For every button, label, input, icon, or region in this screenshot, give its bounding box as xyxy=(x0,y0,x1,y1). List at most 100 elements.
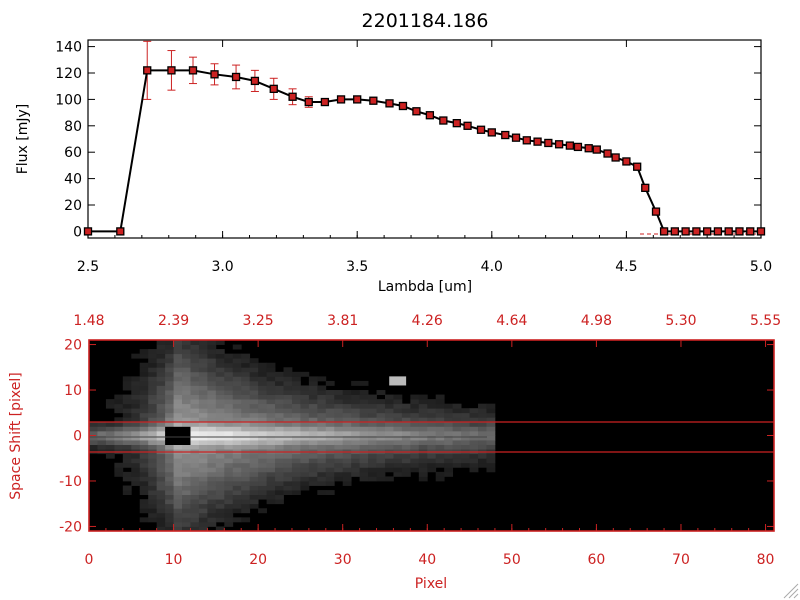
image-cell xyxy=(401,421,411,427)
image-cell xyxy=(224,471,234,477)
image-cell xyxy=(461,453,470,459)
flux-point xyxy=(641,183,650,192)
image-cell xyxy=(325,399,335,405)
flux-point xyxy=(603,149,612,158)
image-cell xyxy=(165,412,174,418)
image-cell xyxy=(182,499,191,505)
image-cell xyxy=(224,353,234,359)
resize-grip-icon[interactable] xyxy=(783,583,799,599)
image-cell xyxy=(266,471,276,477)
image-cell xyxy=(198,358,208,364)
image-cell xyxy=(283,399,293,405)
image-cell xyxy=(224,412,234,418)
image-cell xyxy=(224,426,234,432)
flux-point xyxy=(544,138,553,148)
image-cell xyxy=(131,480,141,486)
image-cell xyxy=(131,412,141,418)
image-cell xyxy=(334,394,344,400)
flux-point xyxy=(369,96,378,105)
image-cell xyxy=(182,494,191,500)
image-cell xyxy=(266,476,276,482)
image-cell xyxy=(486,412,496,418)
image-cell xyxy=(148,353,158,359)
image-cell xyxy=(427,399,437,405)
image-cell xyxy=(283,380,293,386)
image-cell xyxy=(275,417,284,423)
image-cell xyxy=(258,458,267,464)
image-cell xyxy=(393,417,403,423)
image-cell xyxy=(215,371,225,377)
image-cell xyxy=(300,480,310,486)
image-cell xyxy=(114,471,124,477)
pixel-x-axis: 0 10 20 30 40 50 60 70 80 xyxy=(85,524,774,568)
image-cell xyxy=(232,380,242,386)
image-cell xyxy=(190,380,200,386)
image-cell xyxy=(165,344,174,350)
image-cell xyxy=(300,440,310,445)
image-cell xyxy=(427,462,437,468)
image-cell xyxy=(393,426,403,432)
image-cell xyxy=(486,408,496,414)
flux-point xyxy=(425,111,435,120)
image-cell xyxy=(266,412,276,418)
image-cell xyxy=(435,430,445,436)
image-cell xyxy=(165,467,174,473)
image-cell xyxy=(156,385,166,391)
image-cell xyxy=(198,508,208,514)
image-cell xyxy=(198,421,208,427)
image-cell xyxy=(114,417,124,423)
image-cell xyxy=(325,467,335,473)
image-cell xyxy=(190,471,200,477)
flux-point xyxy=(167,66,176,75)
image-cell xyxy=(308,390,318,395)
image-cell xyxy=(427,467,437,473)
image-cell xyxy=(359,462,369,468)
image-cell xyxy=(359,408,369,414)
image-cell xyxy=(266,494,276,500)
image-cell xyxy=(139,376,149,382)
flux-point xyxy=(681,227,690,236)
image-cell xyxy=(122,471,132,477)
image-cell xyxy=(148,440,158,445)
image-cell xyxy=(198,340,208,345)
image-cell xyxy=(249,467,259,473)
image-cell xyxy=(384,476,394,482)
image-cell xyxy=(342,458,352,464)
image-cell xyxy=(198,371,208,377)
image-cell xyxy=(173,417,183,423)
image-cell xyxy=(478,417,487,423)
image-cell xyxy=(241,499,251,505)
image-cell xyxy=(258,490,267,496)
image-cell xyxy=(241,385,251,391)
image-cell xyxy=(190,517,200,523)
image-cell xyxy=(308,480,318,486)
image-cell xyxy=(215,412,225,418)
image-cell xyxy=(198,503,208,509)
image-cell xyxy=(122,444,132,450)
image-cell xyxy=(283,462,293,468)
image-cell xyxy=(224,453,234,459)
image-cell xyxy=(224,390,234,395)
image-cell xyxy=(461,444,470,450)
image-cell xyxy=(105,435,115,441)
image-cell xyxy=(486,458,496,464)
image-cell xyxy=(131,399,141,405)
image-cell xyxy=(249,390,259,395)
image-cell xyxy=(258,494,267,500)
image-cell xyxy=(325,421,335,427)
image-cell xyxy=(207,467,217,473)
image-cell xyxy=(249,394,259,400)
image-cell xyxy=(266,467,276,473)
image-cell xyxy=(173,376,183,382)
image-cell xyxy=(190,390,200,395)
image-cell xyxy=(249,426,259,432)
image-cell xyxy=(241,490,251,496)
image-cell xyxy=(182,394,191,400)
image-cell xyxy=(291,408,301,414)
image-cell xyxy=(156,517,166,523)
image-cell xyxy=(469,444,479,450)
image-cell xyxy=(469,435,479,441)
image-cell xyxy=(114,467,124,473)
image-cell xyxy=(444,408,454,414)
